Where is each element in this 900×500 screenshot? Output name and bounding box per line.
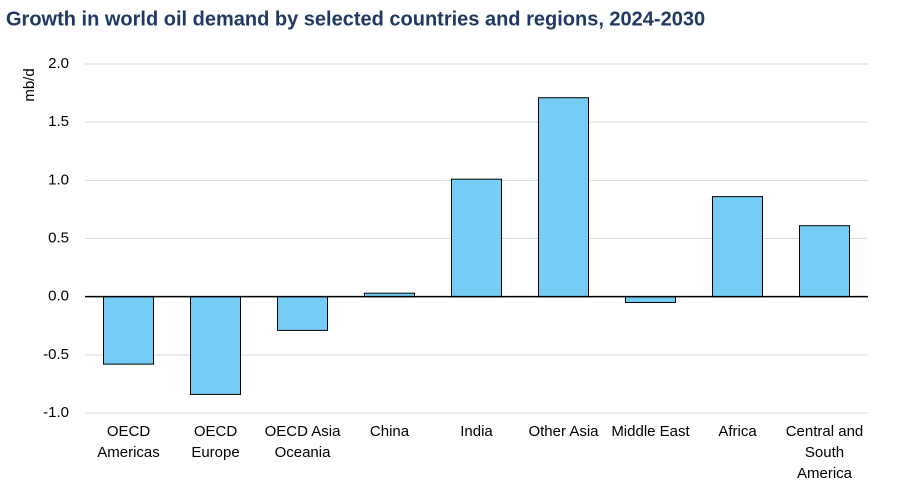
y-tick-label: 0.0 [48,288,69,305]
x-tick-label: China [369,423,410,440]
y-tick-label: -0.5 [43,346,69,363]
bar [538,97,589,298]
bar [277,296,328,331]
bar [625,296,676,303]
bar [190,296,241,395]
y-tick-label: 1.5 [48,113,69,130]
x-tick-label: OECD Europe [191,423,240,461]
y-tick-label: 2.0 [48,55,69,72]
bar [451,178,502,298]
chart-title: Growth in world oil demand by selected c… [6,8,705,30]
x-tick-label: Africa [718,423,757,440]
y-axis-label: mb/d [21,68,38,101]
y-tick-label: -1.0 [43,404,69,421]
x-tick-label: OECD Americas [97,423,160,461]
bar [712,196,763,298]
bar [799,225,850,298]
x-tick-label: Other Asia [528,423,599,440]
x-tick-label: OECD Asia Oceania [264,423,341,461]
bar [103,296,154,365]
y-tick-label: 1.0 [48,171,69,188]
x-tick-label: Central and South America [785,423,864,482]
x-tick-label: Middle East [611,423,690,440]
x-tick-label: India [460,423,493,440]
y-tick-label: 0.5 [48,229,69,246]
